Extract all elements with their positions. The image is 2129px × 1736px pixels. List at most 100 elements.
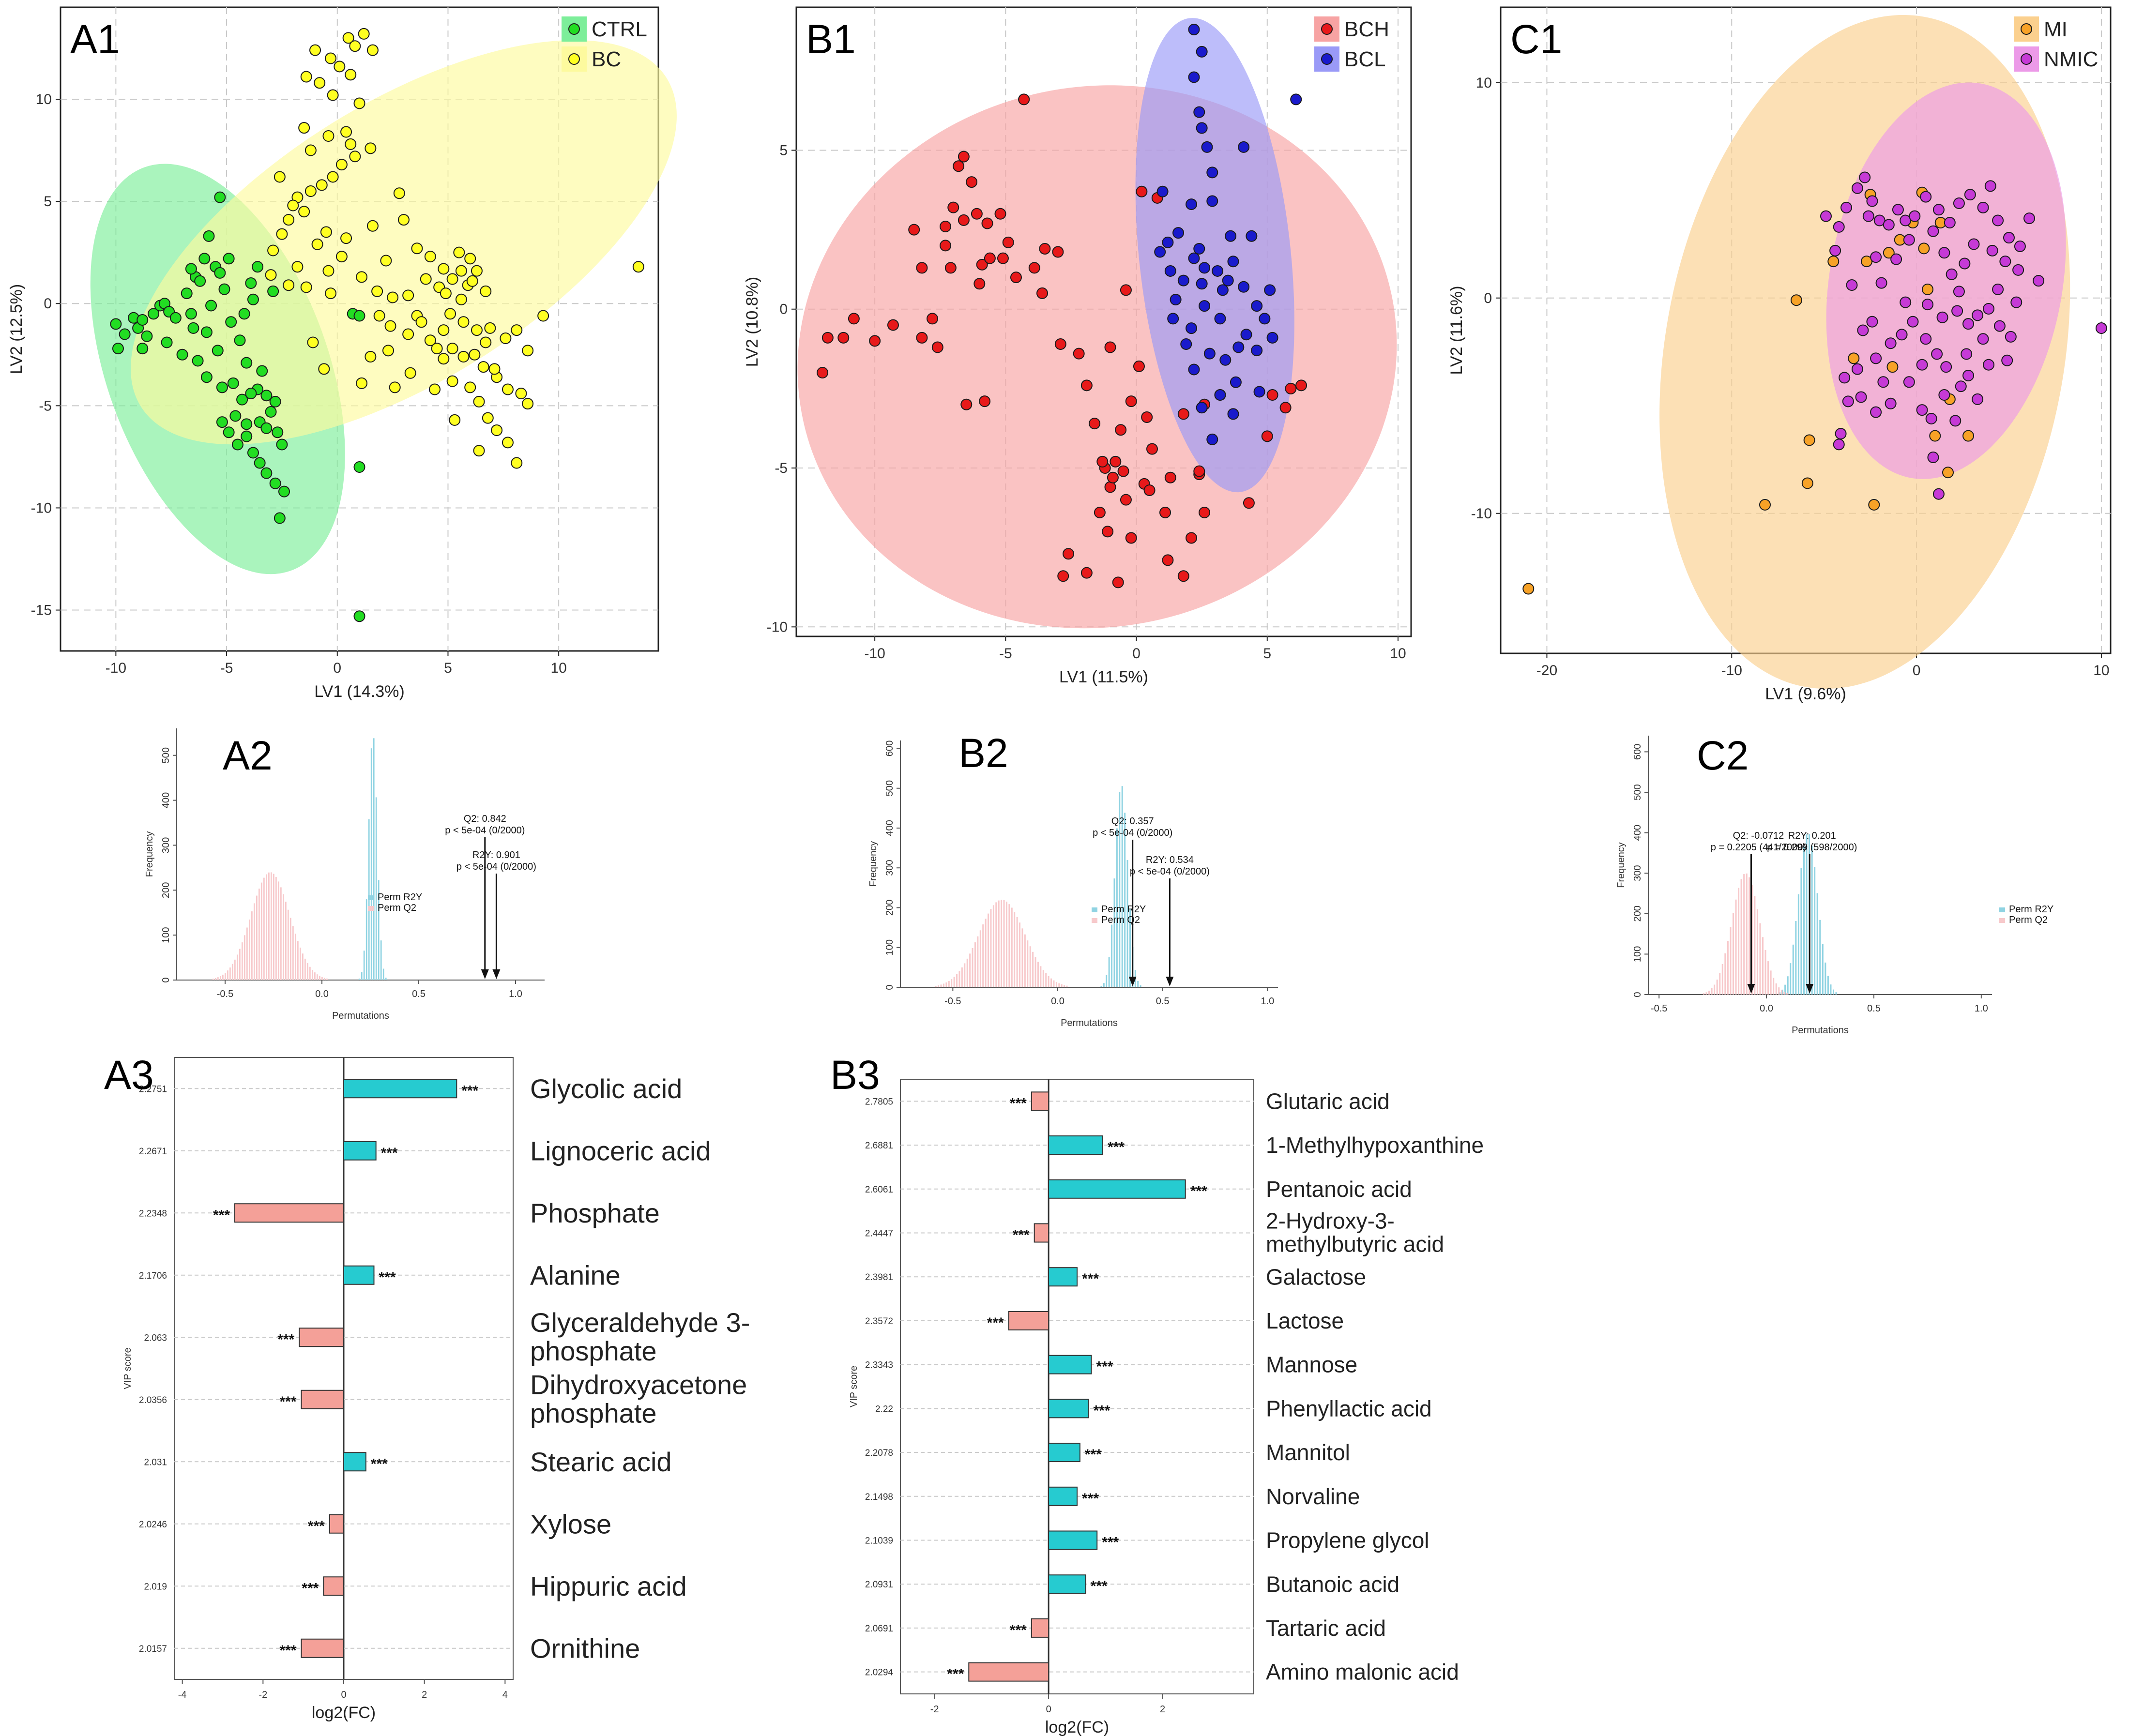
data-point-nmic <box>1951 305 1963 317</box>
data-point-bc <box>327 89 339 101</box>
histogram-bar-q2 <box>263 877 265 980</box>
x-tick-label: -10 <box>864 646 885 662</box>
histogram-bar-q2 <box>1754 896 1756 995</box>
data-point-bch <box>979 395 991 408</box>
x-tick-label: 0.0 <box>1760 1003 1773 1014</box>
data-point-bch <box>1057 570 1069 582</box>
histogram-bar-q2 <box>1775 983 1777 995</box>
data-point-ctrl <box>241 430 253 442</box>
data-point-nmic <box>1885 337 1897 349</box>
y-tick-label: 400 <box>884 820 895 836</box>
data-point-ctrl <box>269 395 281 408</box>
data-point-bcl <box>1188 363 1200 376</box>
data-point-ctrl <box>181 287 193 300</box>
histogram-bar-q2 <box>1727 941 1729 995</box>
vip-score-label: 2.019 <box>144 1582 167 1592</box>
data-point-ctrl <box>216 416 228 428</box>
data-point-nmic <box>1870 352 1882 364</box>
data-point-bcl <box>1212 265 1224 277</box>
data-point-bch <box>1186 532 1198 544</box>
x-tick-label: -20 <box>1536 663 1557 679</box>
x-axis-title: LV1 (14.3%) <box>314 682 404 701</box>
data-point-bcl <box>1259 313 1271 325</box>
histogram-bar-q2 <box>278 881 279 980</box>
metabolite-name: Propylene glycol <box>1266 1528 1429 1553</box>
data-point-bcl <box>1196 278 1208 290</box>
data-point-bch <box>1102 526 1114 538</box>
x-tick-label: 1.0 <box>509 989 522 999</box>
histogram-bar-q2 <box>266 874 267 980</box>
data-point-bch <box>1261 430 1273 442</box>
legend-label: BCL <box>1344 47 1386 71</box>
histogram-bar-q2 <box>1783 992 1785 995</box>
histogram-bar-r2y <box>1100 986 1102 987</box>
data-point-nmic <box>1900 214 1912 226</box>
histogram-bar-q2 <box>1061 984 1063 987</box>
data-point-bch <box>1141 411 1153 423</box>
histogram-bar-q2 <box>271 872 272 980</box>
data-point-bcl <box>1240 329 1252 341</box>
data-point-bc <box>446 343 458 355</box>
data-point-bch <box>1136 185 1148 197</box>
histogram-bar-q2 <box>1048 976 1049 987</box>
data-point-nmic <box>1846 279 1858 291</box>
vip-score-label: 2.6061 <box>865 1185 893 1195</box>
metabolite-name: Norvaline <box>1266 1484 1360 1509</box>
data-point-ctrl <box>231 438 243 451</box>
y-tick-label: 0 <box>1484 290 1492 306</box>
histogram-bar-r2y <box>1795 921 1797 995</box>
plot-area <box>900 1079 1254 1694</box>
histogram-bar-q2 <box>1019 922 1021 987</box>
x-tick-label: 0.0 <box>1051 996 1064 1007</box>
data-point-bch <box>927 313 939 325</box>
data-point-ctrl <box>223 426 235 438</box>
x-axis-title: Permutations <box>332 1011 389 1021</box>
x-tick-label: 0.5 <box>1156 996 1170 1007</box>
data-point-bch <box>1177 570 1189 582</box>
histogram-bar-q2 <box>220 976 221 980</box>
histogram-bar-q2 <box>1032 951 1034 987</box>
data-point-bch <box>971 208 983 220</box>
data-point-bcl <box>1266 332 1278 344</box>
data-point-nmic <box>1900 296 1912 308</box>
data-point-bc <box>473 445 485 457</box>
data-point-bch <box>947 201 959 213</box>
data-point-bcl <box>1251 300 1263 312</box>
data-point-nmic <box>1883 219 1895 231</box>
data-point-bc <box>393 187 405 199</box>
histogram-bar-q2 <box>1053 980 1055 987</box>
annotation-arrow-head <box>492 969 501 979</box>
histogram-bar-q2 <box>940 984 942 987</box>
histogram-bar-q2 <box>215 978 216 980</box>
metabolite-name: Glutaric acid <box>1266 1088 1390 1114</box>
data-point-nmic <box>1977 333 1989 345</box>
data-point-bc <box>340 126 352 138</box>
data-point-nmic <box>2023 212 2035 225</box>
data-point-bch <box>916 332 928 344</box>
histogram-bar-q2 <box>1770 970 1772 995</box>
data-point-bc <box>265 269 277 281</box>
annotation-pvalue: p < 5e-04 (0/2000) <box>456 861 536 872</box>
vip-score-label: 2.0246 <box>139 1520 167 1530</box>
data-point-bch <box>916 262 928 274</box>
data-point-bch <box>1080 567 1093 579</box>
histogram-bar-r2y <box>1806 834 1808 995</box>
data-point-nmic <box>1953 197 1965 209</box>
data-point-bcl <box>1225 230 1237 242</box>
data-point-ctrl <box>247 447 259 459</box>
data-point-mi <box>1861 256 1872 268</box>
histogram-bar-q2 <box>222 974 224 980</box>
histogram-bar-q2 <box>1066 985 1068 987</box>
histogram-bar-q2 <box>232 964 233 980</box>
histogram-bar-q2 <box>234 959 236 980</box>
data-point-bc <box>283 214 295 226</box>
y-tick-label: 5 <box>44 194 52 210</box>
data-point-nmic <box>1932 488 1945 500</box>
data-point-bc <box>511 324 523 336</box>
vip-bar <box>1031 1091 1049 1111</box>
data-point-bcl <box>1201 141 1213 153</box>
histogram-bar-q2 <box>1786 993 1788 995</box>
vip-bar <box>343 1141 377 1161</box>
data-point-bc <box>335 251 348 263</box>
